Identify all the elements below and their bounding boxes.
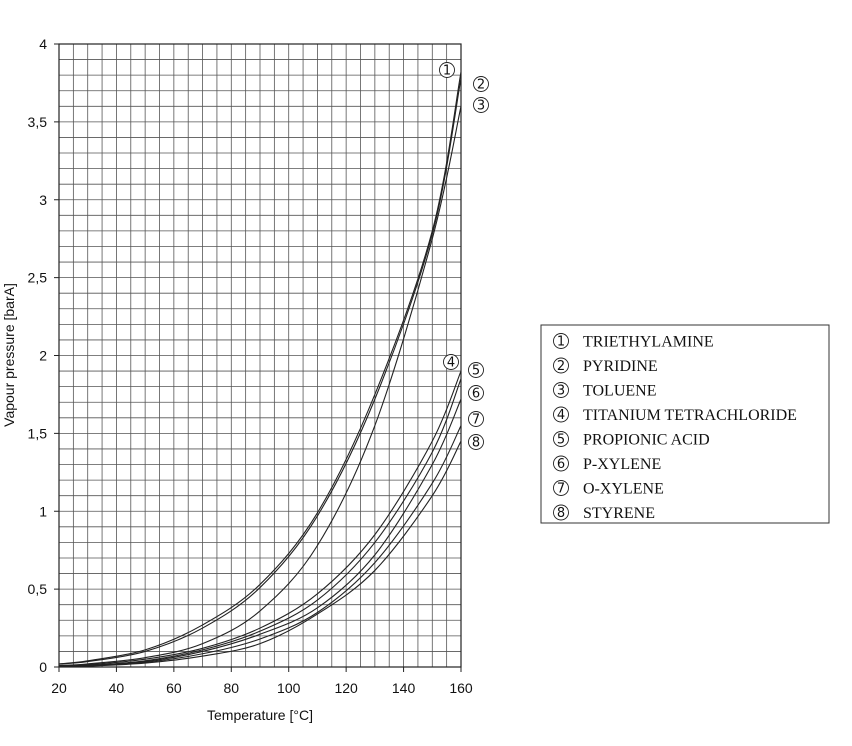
plot-area: 1 2 3 4 5 6 7 8 <box>58 43 489 668</box>
curve-number-label: 8 <box>472 436 480 451</box>
series-line-3 <box>58 106 462 666</box>
series-line-1 <box>58 71 462 665</box>
series-line-8 <box>58 440 462 668</box>
legend-marker-circle <box>553 480 569 496</box>
curve-number-circle <box>443 354 459 370</box>
legend-marker-number: 6 <box>557 457 565 472</box>
legend-entry-label: STYRENE <box>583 505 655 522</box>
y-tick-label: 3,5 <box>28 114 48 130</box>
legend-marker-circle <box>553 333 569 349</box>
curve-number-label: 1 <box>443 64 451 79</box>
legend-marker-number: 7 <box>557 482 565 497</box>
curve-number-label: 5 <box>472 364 480 379</box>
y-tick-label: 4 <box>39 36 47 52</box>
series-line-2 <box>58 78 462 665</box>
curve-number-label: 3 <box>477 99 485 114</box>
legend-marker-circle <box>553 357 569 374</box>
legend-entry-label: TOLUENE <box>583 383 656 400</box>
y-axis-title: Vapour pressure [barA] <box>1 283 17 427</box>
legend: 1 TRIETHYLAMINE 2 PYRIDINE 3 TOLUENE 4 TITANIUM… <box>540 324 830 524</box>
legend-items: 1 TRIETHYLAMINE 2 PYRIDINE 3 TOLUENE 4 TITANIUM… <box>553 333 797 522</box>
y-tick-label: 0 <box>39 659 47 675</box>
x-tick-label: 80 <box>223 680 239 696</box>
curve-number-circle <box>473 97 489 113</box>
y-tick-label: 0,5 <box>28 581 48 597</box>
curve-number-circle <box>468 434 484 450</box>
y-tick-label: 2 <box>39 348 47 364</box>
legend-marker-number: 5 <box>557 433 565 448</box>
x-tick-label: 140 <box>392 680 416 696</box>
curve-number-circle <box>468 362 484 378</box>
legend-box <box>540 324 830 524</box>
y-tick-label: 1,5 <box>28 425 48 441</box>
minor-grid <box>59 44 461 667</box>
curve-number-circle <box>468 411 484 427</box>
legend-marker-circle <box>553 406 569 423</box>
y-axis-ticks: 0 0,5 1 1,5 2 2,5 3 3,5 4 <box>28 36 59 675</box>
legend-entry-label: TITANIUM TETRACHLORIDE <box>583 407 797 424</box>
curve-number-label: 4 <box>447 356 455 371</box>
legend-entry-label: O-XYLENE <box>583 481 664 498</box>
curve-number-circle <box>473 76 489 92</box>
legend-entry-label: P-XYLENE <box>583 456 661 473</box>
legend-entry-label: PYRIDINE <box>583 358 658 375</box>
legend-marker-number: 3 <box>557 384 565 399</box>
curve-number-circle <box>468 385 484 401</box>
legend-marker-number: 8 <box>557 506 565 521</box>
x-tick-label: 120 <box>334 680 358 696</box>
curve-number-label: 6 <box>472 387 480 402</box>
series-curves <box>58 71 462 668</box>
legend-marker-circle <box>553 504 569 521</box>
legend-marker-circle <box>553 455 569 472</box>
curve-number-label: 2 <box>477 78 485 93</box>
legend-marker-number: 1 <box>557 335 565 350</box>
legend-marker-number: 4 <box>557 408 565 423</box>
curve-number-labels: 1 2 3 4 5 6 7 8 <box>439 62 489 451</box>
y-tick-label: 3 <box>39 192 47 208</box>
x-tick-label: 160 <box>449 680 473 696</box>
legend-marker-circle <box>553 431 569 447</box>
x-axis-ticks: 20 40 60 80 100 120 140 160 <box>51 667 473 696</box>
legend-marker-number: 2 <box>557 359 565 374</box>
legend-entry-label: TRIETHYLAMINE <box>583 334 714 351</box>
curve-number-label: 7 <box>472 413 480 428</box>
x-tick-label: 20 <box>51 680 67 696</box>
curve-number-circle <box>439 62 455 78</box>
y-tick-label: 1 <box>39 503 47 519</box>
legend-entry-label: PROPIONIC ACID <box>583 432 710 449</box>
series-line-4 <box>58 370 462 666</box>
legend-marker-circle <box>553 382 569 398</box>
x-tick-label: 60 <box>166 680 182 696</box>
x-tick-label: 40 <box>109 680 125 696</box>
x-tick-label: 100 <box>277 680 301 696</box>
y-tick-label: 2,5 <box>28 270 48 286</box>
x-axis-title: Temperature [°C] <box>207 707 313 723</box>
